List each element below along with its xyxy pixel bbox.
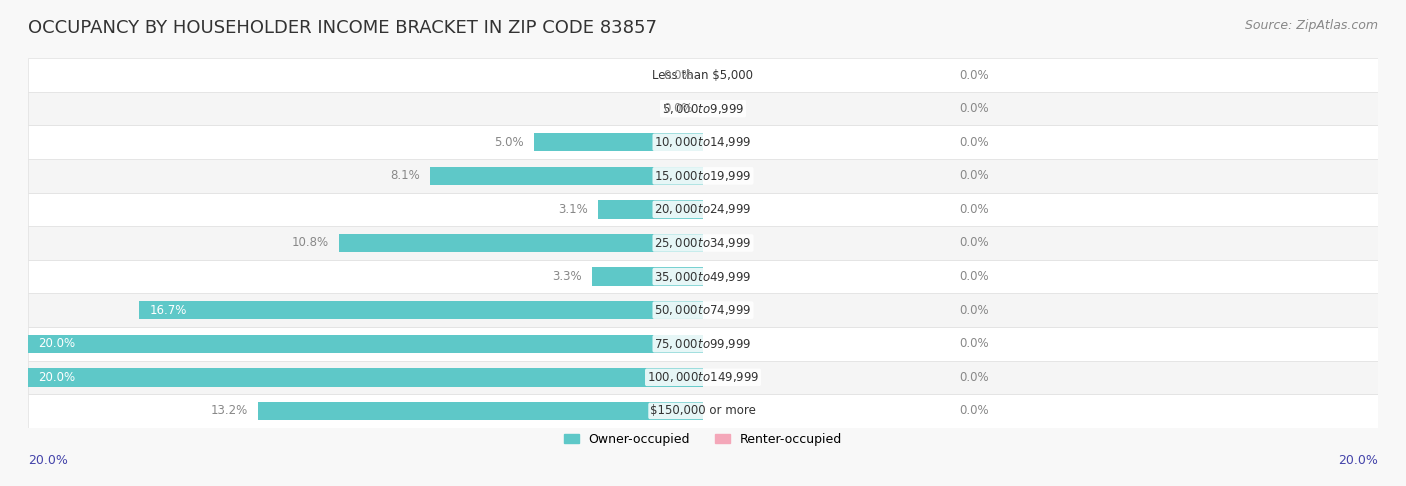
Bar	[28, 327, 1378, 361]
Bar	[599, 200, 703, 219]
Text: $150,000 or more: $150,000 or more	[650, 404, 756, 417]
Bar	[28, 294, 1378, 327]
Text: 20.0%: 20.0%	[1339, 453, 1378, 467]
Text: Less than $5,000: Less than $5,000	[652, 69, 754, 82]
Bar	[592, 267, 703, 286]
Text: 3.3%: 3.3%	[553, 270, 582, 283]
Text: 0.0%: 0.0%	[959, 169, 988, 182]
Text: $5,000 to $9,999: $5,000 to $9,999	[662, 102, 744, 116]
Text: $75,000 to $99,999: $75,000 to $99,999	[654, 337, 752, 351]
Text: 10.8%: 10.8%	[291, 237, 329, 249]
Text: 0.0%: 0.0%	[664, 69, 693, 82]
Bar	[28, 192, 1378, 226]
Text: 0.0%: 0.0%	[959, 371, 988, 384]
Text: 20.0%: 20.0%	[38, 371, 76, 384]
Bar	[28, 125, 1378, 159]
Text: 16.7%: 16.7%	[149, 304, 187, 317]
Text: 5.0%: 5.0%	[495, 136, 524, 149]
Bar	[28, 260, 1378, 294]
Legend: Owner-occupied, Renter-occupied: Owner-occupied, Renter-occupied	[558, 428, 848, 451]
Bar	[28, 368, 703, 386]
Bar	[28, 226, 1378, 260]
Text: $50,000 to $74,999: $50,000 to $74,999	[654, 303, 752, 317]
Text: 0.0%: 0.0%	[959, 237, 988, 249]
Bar	[28, 58, 1378, 92]
Text: $35,000 to $49,999: $35,000 to $49,999	[654, 270, 752, 283]
Text: 0.0%: 0.0%	[959, 404, 988, 417]
Text: 0.0%: 0.0%	[664, 102, 693, 115]
Text: 8.1%: 8.1%	[389, 169, 419, 182]
Text: 20.0%: 20.0%	[28, 453, 67, 467]
Text: 20.0%: 20.0%	[38, 337, 76, 350]
Text: 0.0%: 0.0%	[959, 102, 988, 115]
Text: 0.0%: 0.0%	[959, 69, 988, 82]
Text: Source: ZipAtlas.com: Source: ZipAtlas.com	[1244, 19, 1378, 33]
Bar	[28, 92, 1378, 125]
Bar	[28, 394, 1378, 428]
Bar	[534, 133, 703, 152]
Bar	[28, 159, 1378, 192]
Text: 3.1%: 3.1%	[558, 203, 588, 216]
Text: 13.2%: 13.2%	[211, 404, 247, 417]
Text: $20,000 to $24,999: $20,000 to $24,999	[654, 203, 752, 216]
Text: 0.0%: 0.0%	[959, 337, 988, 350]
Text: 0.0%: 0.0%	[959, 304, 988, 317]
Text: 0.0%: 0.0%	[959, 270, 988, 283]
Bar	[430, 167, 703, 185]
Text: 0.0%: 0.0%	[959, 203, 988, 216]
Text: OCCUPANCY BY HOUSEHOLDER INCOME BRACKET IN ZIP CODE 83857: OCCUPANCY BY HOUSEHOLDER INCOME BRACKET …	[28, 19, 657, 37]
Bar	[28, 361, 1378, 394]
Bar	[257, 401, 703, 420]
Bar	[139, 301, 703, 319]
Text: $100,000 to $149,999: $100,000 to $149,999	[647, 370, 759, 384]
Text: $25,000 to $34,999: $25,000 to $34,999	[654, 236, 752, 250]
Bar	[339, 234, 703, 252]
Text: $10,000 to $14,999: $10,000 to $14,999	[654, 135, 752, 149]
Text: $15,000 to $19,999: $15,000 to $19,999	[654, 169, 752, 183]
Text: 0.0%: 0.0%	[959, 136, 988, 149]
Bar	[28, 334, 703, 353]
